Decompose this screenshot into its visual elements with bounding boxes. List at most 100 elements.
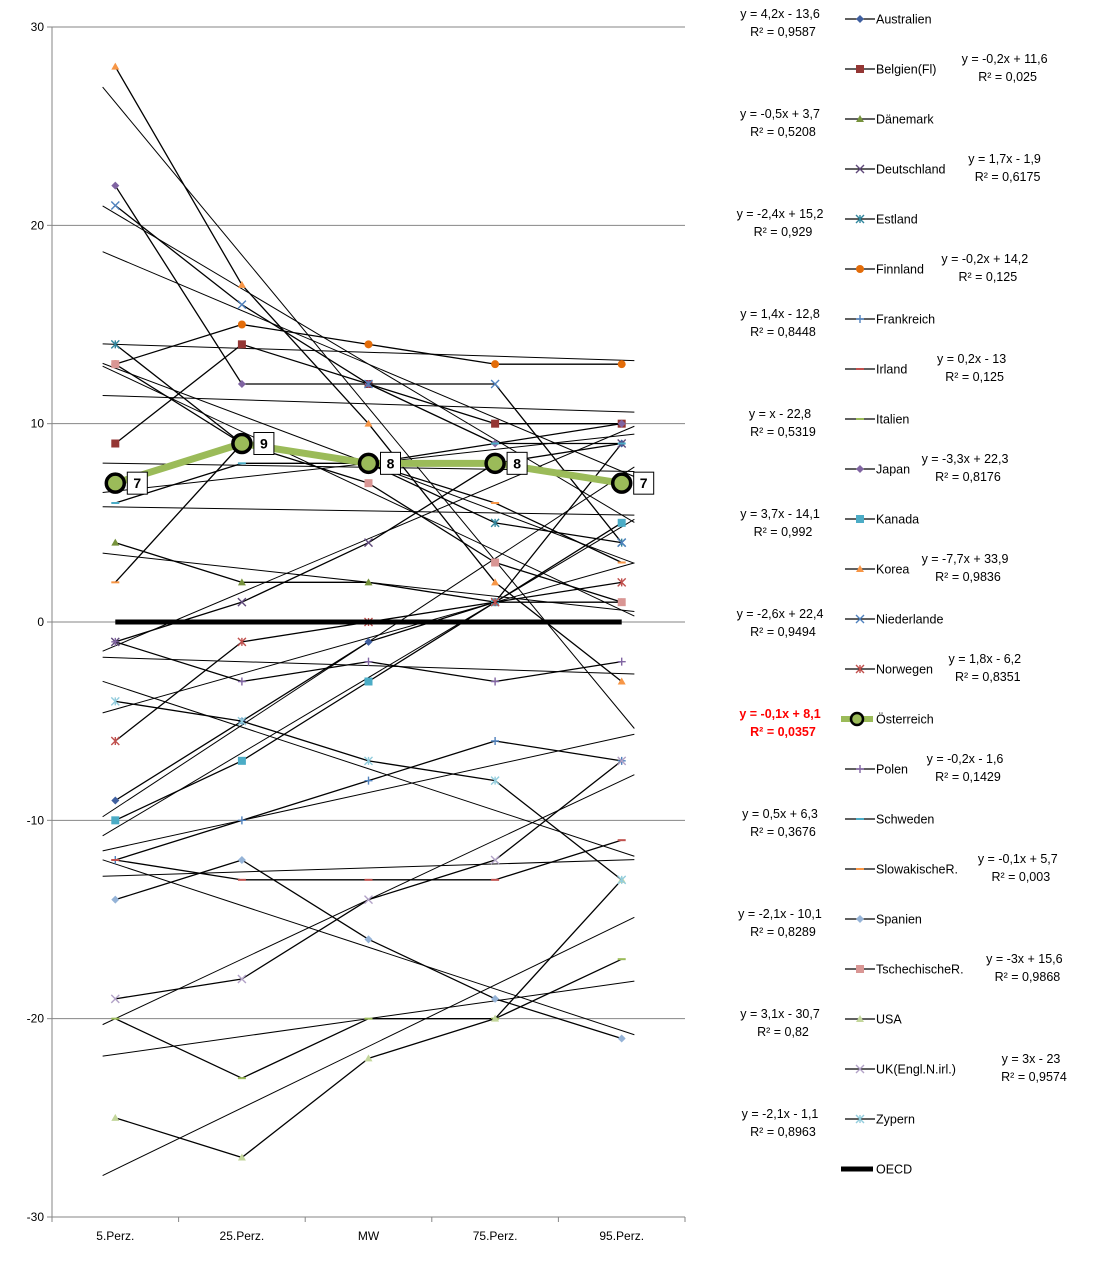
r-squared: R² = 0,6175 <box>975 170 1041 184</box>
r-squared: R² = 0,9836 <box>935 570 1001 584</box>
r-squared: R² = 0,9587 <box>750 25 816 39</box>
data-label-text: 7 <box>640 475 648 491</box>
data-point <box>110 696 120 706</box>
data-point <box>617 598 626 607</box>
y-tick-label: 0 <box>37 615 44 629</box>
legend-label: Korea <box>876 563 909 577</box>
series-niederlande <box>110 201 627 548</box>
trend-equation-osterreich: y = -0,1x + 8,1 R² = 0,0357 <box>739 707 820 739</box>
legend-label: Frankreich <box>876 313 935 327</box>
data-point <box>364 1054 373 1062</box>
series-frankreich <box>111 737 626 864</box>
r-squared: R² = 0,0357 <box>750 725 816 739</box>
equation: y = -0,2x - 1,6 <box>927 752 1004 766</box>
data-point <box>237 856 246 864</box>
legend-marker <box>856 115 864 122</box>
y-tick-label: -10 <box>27 813 45 827</box>
data-point <box>491 419 500 428</box>
data-label-box <box>506 451 528 475</box>
data-point <box>110 994 120 1004</box>
trend-equation-frankreich: y = 1,4x - 12,8 R² = 0,8448 <box>740 307 820 339</box>
data-point <box>111 796 120 805</box>
legend-item-slowakischer: SlowakischeR. <box>845 863 958 877</box>
legend-label: USA <box>876 1013 902 1027</box>
data-point <box>237 756 246 765</box>
data-point <box>364 637 373 646</box>
data-label: 8 <box>506 451 528 475</box>
y-tick-label: -20 <box>27 1012 45 1026</box>
equation: y = x - 22,8 <box>749 407 811 421</box>
legend-item-finnland: Finnland <box>845 263 924 277</box>
legend-marker <box>856 915 864 923</box>
legend-label: Schweden <box>876 813 934 827</box>
legend-marker <box>856 565 864 572</box>
data-point <box>364 677 373 686</box>
r-squared: R² = 0,8351 <box>955 670 1021 684</box>
data-point <box>111 360 120 369</box>
axes: 30 20 10 0 -10 -20 -30 5.Perz. 25.Perz. MW 75.Perz… <box>27 20 686 1243</box>
equation: y = -7,7x + 33,9 <box>922 552 1009 566</box>
trend-equation-italien: y = x - 22,8 R² = 0,5319 <box>749 407 816 439</box>
data-label-text: 8 <box>387 455 395 471</box>
legend-marker <box>856 265 864 273</box>
data-point <box>617 1034 626 1043</box>
r-squared: R² = 0,5208 <box>750 125 816 139</box>
legend-label: Polen <box>876 763 908 777</box>
r-squared: R² = 0,992 <box>754 525 813 539</box>
series-zypern <box>110 696 627 885</box>
data-point <box>111 62 120 70</box>
x-tick-label: MW <box>358 1229 380 1243</box>
legend-item-italien: Italien <box>845 413 909 427</box>
r-squared: R² = 0,82 <box>757 1025 809 1039</box>
equation: y = 0,5x + 6,3 <box>742 807 818 821</box>
r-squared: R² = 0,8448 <box>750 325 816 339</box>
legend-item-usa: USA <box>845 1013 902 1027</box>
legend-item-irland: Irland <box>845 363 907 377</box>
equation: y = -2,4x + 15,2 <box>737 207 824 221</box>
data-point <box>110 736 120 746</box>
x-tick-label: 95.Perz. <box>599 1229 644 1243</box>
legend-item-belgien-fl: Belgien(Fl) <box>845 63 936 77</box>
legend-label: TschechischeR. <box>876 963 964 977</box>
legend-marker <box>849 711 865 727</box>
y-tick-label: -30 <box>27 1210 45 1224</box>
data-point <box>364 578 373 586</box>
data-point <box>491 360 500 369</box>
legend-item-australien: Australien <box>845 13 932 27</box>
data-point <box>491 994 500 1003</box>
r-squared: R² = 0,9868 <box>995 970 1061 984</box>
data-point <box>111 181 120 190</box>
equation: y = -2,1x - 10,1 <box>738 907 822 921</box>
data-point <box>357 452 380 475</box>
legend-label: SlowakischeR. <box>876 863 958 877</box>
data-point <box>364 479 373 488</box>
trendline-usa <box>102 916 635 1176</box>
trendline-tschechischer <box>102 365 635 617</box>
series-osterreich <box>104 432 633 494</box>
equation: y = 3,1x - 30,7 <box>740 1007 820 1021</box>
equation: y = -3x + 15,6 <box>986 952 1062 966</box>
trend-equation-polen: y = -0,2x - 1,6 R² = 0,1429 <box>927 752 1004 784</box>
data-point <box>237 578 246 586</box>
r-squared: R² = 0,1429 <box>935 770 1001 784</box>
data-point <box>617 360 626 369</box>
trend-equation-belgien-fl: y = -0,2x + 11,6 R² = 0,025 <box>962 52 1048 84</box>
legend-label: UK(Engl.N.irl.) <box>876 1063 956 1077</box>
trend-equation-schweden: y = 0,5x + 6,3 R² = 0,3676 <box>742 807 818 839</box>
data-point <box>111 895 120 904</box>
data-label-box <box>126 471 148 495</box>
data-point <box>231 432 253 455</box>
data-label-text: 8 <box>513 455 521 471</box>
data-point <box>111 439 120 448</box>
legend-item-zypern: Zypern <box>845 1113 915 1127</box>
data-point <box>237 320 246 329</box>
data-point <box>617 419 626 428</box>
trend-equation-danemark: y = -0,5x + 3,7 R² = 0,5208 <box>740 107 820 139</box>
trendline-finnland <box>102 343 635 362</box>
legend-label: Spanien <box>876 913 922 927</box>
data-point <box>490 776 500 786</box>
equation: y = -0,2x + 14,2 <box>941 252 1028 266</box>
trendline-zypern <box>102 680 635 857</box>
trend-equation-usa: y = 3,1x - 30,7 R² = 0,82 <box>740 1007 820 1039</box>
